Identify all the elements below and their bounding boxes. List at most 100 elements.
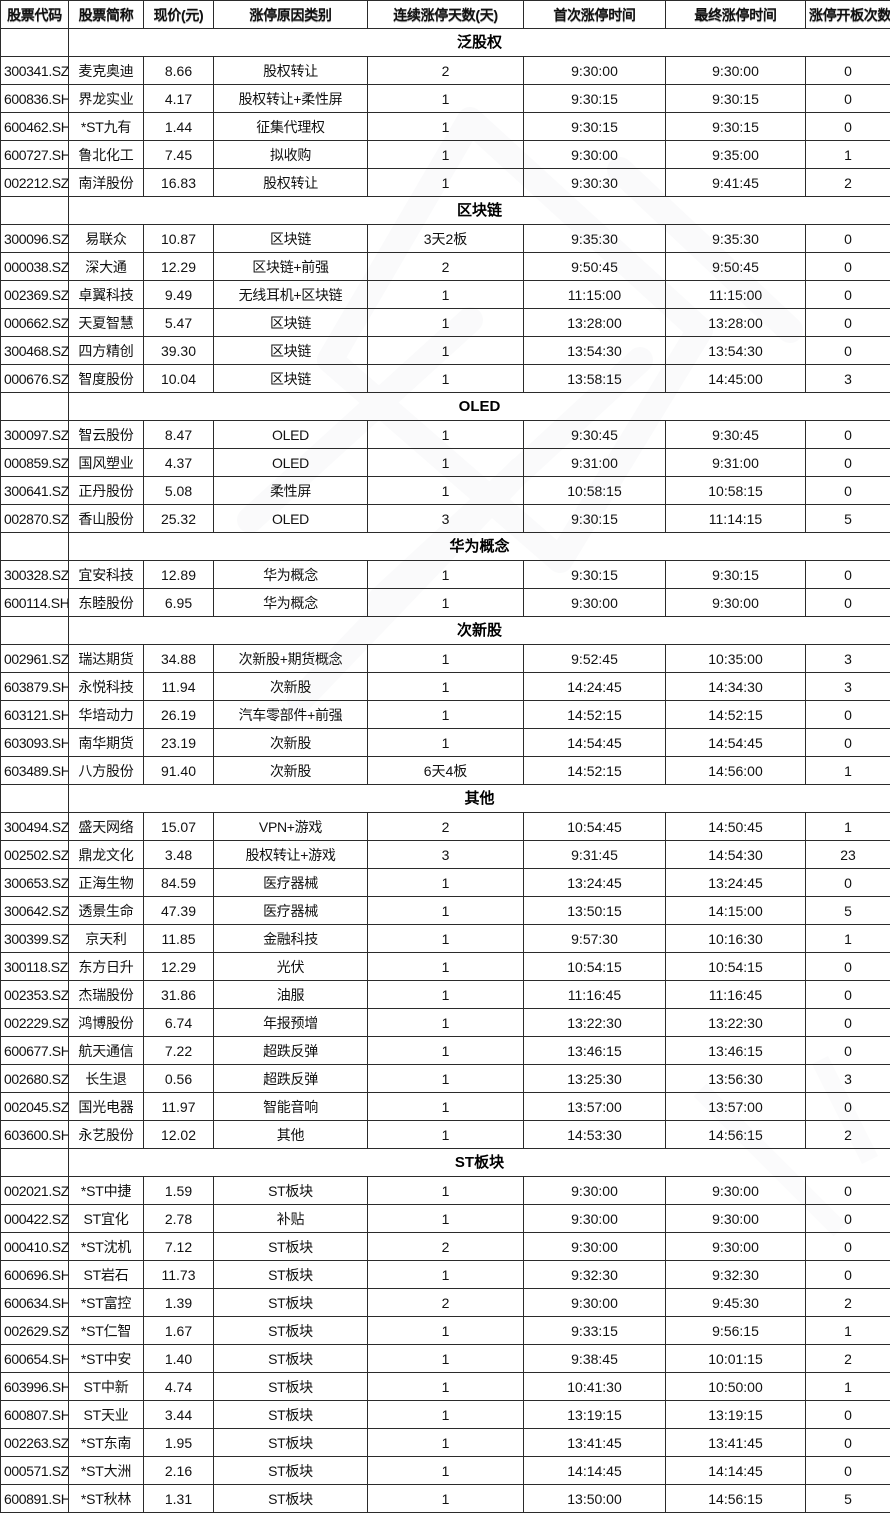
- cell-limit-up-reason: OLED: [214, 449, 368, 477]
- column-header-stock-code[interactable]: 股票代码: [1, 1, 69, 29]
- cell-first-limit-time: 9:31:45: [524, 841, 666, 869]
- cell-first-limit-time: 9:30:30: [524, 169, 666, 197]
- group-title: 华为概念: [69, 533, 890, 561]
- cell-stock-name: 盛天网络: [69, 813, 144, 841]
- cell-stock-code: 600462.SH: [1, 113, 69, 141]
- cell-open-board-count: 0: [806, 113, 890, 141]
- cell-last-limit-time: 14:15:00: [666, 897, 806, 925]
- cell-first-limit-time: 9:30:15: [524, 561, 666, 589]
- cell-limit-up-reason: 医疗器械: [214, 897, 368, 925]
- group-title: 其他: [69, 785, 890, 813]
- cell-limit-up-reason: 股权转让+游戏: [214, 841, 368, 869]
- cell-stock-code: 000662.SZ: [1, 309, 69, 337]
- cell-current-price: 10.87: [144, 225, 214, 253]
- cell-stock-name: 京天利: [69, 925, 144, 953]
- cell-consecutive-days: 1: [368, 1345, 524, 1373]
- cell-stock-name: 鼎龙文化: [69, 841, 144, 869]
- cell-first-limit-time: 9:33:15: [524, 1317, 666, 1345]
- cell-stock-code: 000038.SZ: [1, 253, 69, 281]
- cell-current-price: 6.95: [144, 589, 214, 617]
- cell-stock-name: *ST九有: [69, 113, 144, 141]
- cell-current-price: 4.37: [144, 449, 214, 477]
- cell-current-price: 7.12: [144, 1233, 214, 1261]
- cell-current-price: 5.08: [144, 477, 214, 505]
- cell-stock-name: 南华期货: [69, 729, 144, 757]
- column-header-consecutive-days[interactable]: 连续涨停天数(天): [368, 1, 524, 29]
- cell-limit-up-reason: 区块链: [214, 225, 368, 253]
- cell-open-board-count: 0: [806, 1037, 890, 1065]
- cell-open-board-count: 0: [806, 253, 890, 281]
- column-header-open-board-count[interactable]: 涨停开板次数(次): [806, 1, 890, 29]
- cell-current-price: 23.19: [144, 729, 214, 757]
- column-header-stock-name[interactable]: 股票简称: [69, 1, 144, 29]
- column-header-last-limit-time[interactable]: 最终涨停时间: [666, 1, 806, 29]
- cell-open-board-count: 5: [806, 1485, 890, 1513]
- group-gutter-cell: [1, 393, 69, 421]
- cell-open-board-count: 0: [806, 981, 890, 1009]
- column-header-limit-up-reason[interactable]: 涨停原因类别: [214, 1, 368, 29]
- cell-first-limit-time: 9:57:30: [524, 925, 666, 953]
- cell-stock-name: ST天业: [69, 1401, 144, 1429]
- cell-first-limit-time: 10:54:45: [524, 813, 666, 841]
- column-header-first-limit-time[interactable]: 首次涨停时间: [524, 1, 666, 29]
- cell-current-price: 1.67: [144, 1317, 214, 1345]
- cell-first-limit-time: 14:54:45: [524, 729, 666, 757]
- cell-consecutive-days: 2: [368, 813, 524, 841]
- cell-first-limit-time: 11:15:00: [524, 281, 666, 309]
- cell-current-price: 47.39: [144, 897, 214, 925]
- column-header-current-price[interactable]: 现价(元): [144, 1, 214, 29]
- cell-last-limit-time: 13:54:30: [666, 337, 806, 365]
- cell-consecutive-days: 1: [368, 869, 524, 897]
- cell-current-price: 12.29: [144, 253, 214, 281]
- cell-current-price: 91.40: [144, 757, 214, 785]
- cell-open-board-count: 0: [806, 589, 890, 617]
- cell-open-board-count: 0: [806, 1429, 890, 1457]
